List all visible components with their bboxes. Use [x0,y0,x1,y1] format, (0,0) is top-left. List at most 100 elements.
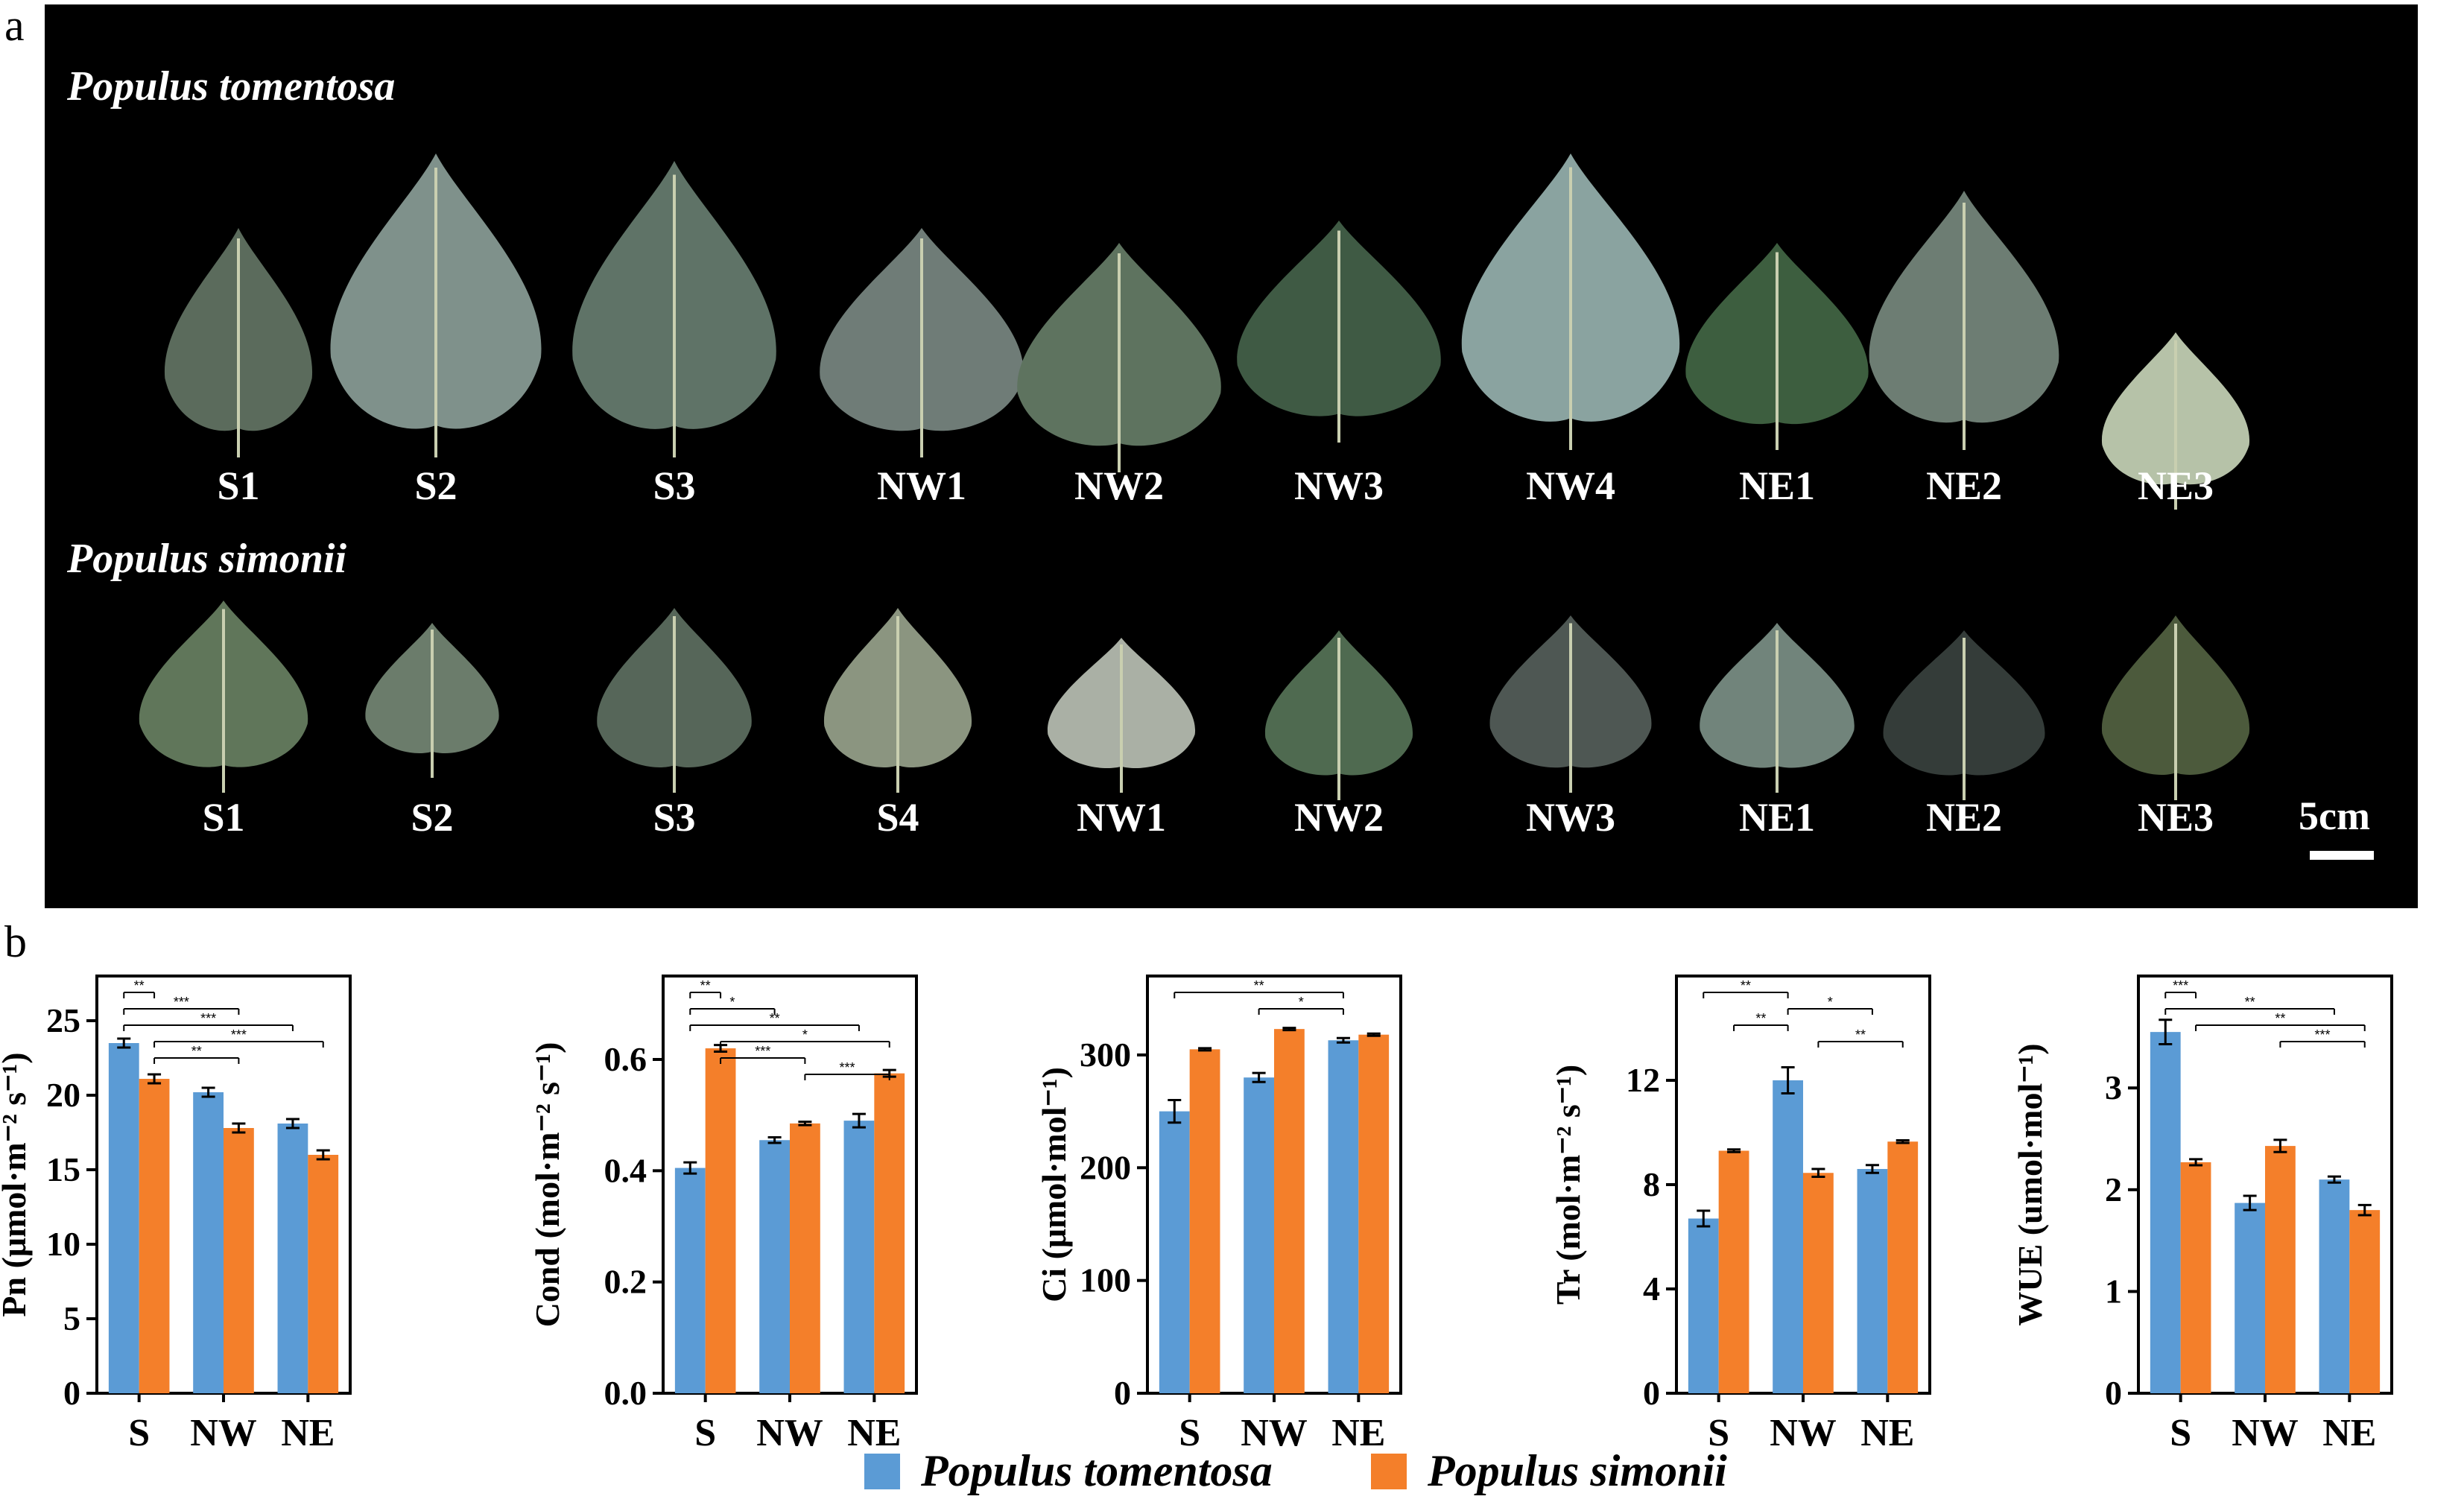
significance-label: * [1828,995,1833,1010]
bar-simonii [1887,1141,1919,1393]
bar-simonii [139,1079,170,1393]
leaf-label: NW3 [1294,463,1384,508]
leaf-label: NW2 [1074,463,1164,508]
bar-tomentosa [277,1124,308,1393]
bar-tomentosa [108,1043,139,1393]
significance-label: ** [2275,1011,2285,1026]
legend: Populus tomentosa Populus simonii [0,1445,2464,1498]
legend-label-simonii: Populus simonii [1428,1446,1727,1495]
leaf-label: NW1 [877,463,966,508]
bar-simonii [705,1048,736,1393]
bar-tomentosa [193,1092,224,1393]
legend-item-simonii: Populus simonii [1371,1445,1727,1497]
leaf-label: NE3 [2137,463,2214,508]
leaf-image [365,623,499,778]
leaf-label: NW4 [1526,463,1615,508]
bar-tomentosa [759,1140,790,1393]
x-tick-label: NE [281,1412,335,1454]
leaf-label: S1 [217,463,260,508]
significance-label: *** [755,1044,770,1059]
x-tick-label: NE [2322,1412,2376,1454]
bar-simonii [2180,1162,2211,1393]
legend-swatch-tomentosa [864,1453,900,1489]
x-tick-label: NE [847,1412,901,1454]
leaf-image [1047,638,1196,793]
y-tick-label: 100 [1080,1261,1131,1299]
y-tick-label: 15 [46,1150,80,1188]
bar-tomentosa [1773,1080,1803,1393]
x-tick-label: S [128,1412,150,1454]
bar-tomentosa [2235,1203,2265,1393]
significance-label: *** [2315,1027,2331,1042]
y-tick-label: 3 [2105,1068,2122,1106]
y-tick-label: 5 [63,1299,80,1337]
leaf-image [1883,630,2045,800]
significance-label: * [802,1027,808,1042]
y-tick-label: 0 [1643,1374,1660,1412]
significance-label: *** [231,1027,247,1042]
significance-label: * [729,995,735,1010]
y-tick-label: 0.4 [604,1151,647,1189]
y-tick-label: 0.0 [604,1374,647,1412]
significance-label: *** [200,1011,216,1026]
significance-label: ** [2245,995,2255,1010]
leaf-label: NW2 [1294,795,1384,840]
leaf-label: NW1 [1077,795,1166,840]
panel-a-letter: a [4,1,25,50]
y-tick-label: 8 [1643,1165,1660,1203]
significance-label: ** [1855,1027,1866,1042]
x-tick-label: NW [2232,1412,2299,1454]
x-tick-label: NE [1331,1412,1385,1454]
significance-label: ** [1741,978,1751,993]
significance-label: * [1299,995,1304,1010]
bar-simonii [790,1123,820,1393]
leaf-image [2101,615,2250,800]
x-tick-label: S [1708,1412,1729,1454]
y-tick-label: 200 [1080,1148,1131,1186]
leaf-image [1685,243,1869,450]
leaf-label: NE1 [1738,463,1816,508]
y-tick-label: 10 [46,1225,80,1263]
legend-swatch-simonii [1371,1453,1407,1489]
y-tick-label: 0 [1114,1374,1131,1412]
bar-simonii [2349,1210,2381,1393]
bar-simonii [1189,1049,1220,1393]
bar-simonii [1718,1150,1749,1393]
leaf-label: S3 [653,463,696,508]
y-tick-label: 12 [1626,1061,1660,1099]
x-tick-label: NW [1241,1412,1308,1454]
leaf-label: NE2 [1925,463,2003,508]
x-tick-label: NW [190,1412,257,1454]
legend-label-tomentosa: Populus tomentosa [921,1446,1273,1495]
x-tick-label: NW [756,1412,823,1454]
leaf-image [139,601,308,793]
y-tick-label: 25 [46,1001,80,1039]
significance-label: ** [191,1044,202,1059]
bar-simonii [874,1073,905,1393]
bar-tomentosa [1857,1169,1888,1393]
x-tick-label: S [1179,1412,1200,1454]
leaf-label: NE1 [1738,795,1816,840]
bar-tomentosa [1688,1218,1719,1393]
row-title-simonii: Populus simonii [67,536,347,582]
leaf-image [2101,332,2250,510]
panel-b-letter: b [4,917,27,966]
significance-label: ** [1755,1011,1766,1026]
leaf-image [820,228,1024,457]
leaf-label: S4 [876,795,919,840]
leaf-image [1264,630,1413,800]
significance-label: ** [700,978,711,993]
y-tick-label: 0.6 [604,1040,647,1078]
y-axis-label: Tr (mol·m⁻² s⁻¹) [1549,1065,1587,1305]
x-tick-label: S [694,1412,716,1454]
legend-item-tomentosa: Populus tomentosa [864,1445,1273,1497]
significance-label: *** [174,995,189,1010]
bar-simonii [1274,1029,1305,1393]
bar-simonii [2265,1146,2296,1393]
bar-simonii [224,1128,254,1393]
